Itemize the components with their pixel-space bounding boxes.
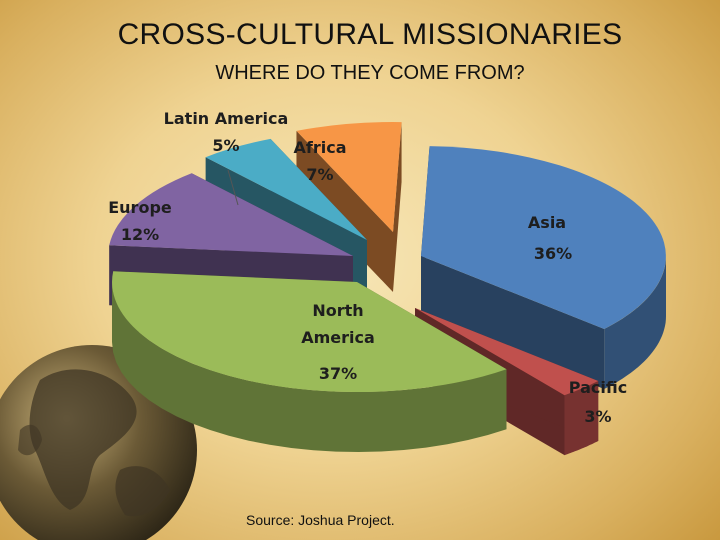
pie-slice-side-pacific [564,381,599,456]
slice-value-label-latin-america: 5% [212,136,239,155]
slice-name-label-north-america-2: America [301,328,375,347]
slice-value-label-europe: 12% [121,225,159,244]
pie-slice-top-africa [296,122,402,232]
slice-name-label-pacific: Pacific [569,378,627,397]
slice-name-label-latin-america: Latin America [164,109,289,128]
slide-title: CROSS-CULTURAL MISSIONARIES [117,18,623,51]
pie-slice-africa [296,122,402,292]
slice-value-label-north-america: 37% [319,364,357,383]
slice-name-label-europe: Europe [108,198,172,217]
slice-name-label-north-america-1: North [312,301,363,320]
pie-slice-north-america [112,271,507,452]
slice-value-label-asia: 36% [534,244,572,263]
slice-value-label-pacific: 3% [584,407,611,426]
pie-slice-top-latin-america [205,138,367,240]
slide-subtitle: WHERE DO THEY COME FROM? [215,62,525,84]
pie-slice-asia [421,146,666,390]
pie-slice-cut-africa [296,130,393,292]
pie-slice-top-pacific [415,308,599,396]
pie-slice-cut-pacific [415,308,599,442]
source-note: Source: Joshua Project. [246,512,395,528]
pie-slice-cut-asia [421,256,605,390]
pie-slice-top-asia [421,146,666,329]
pie-slice-top-europe [109,173,353,256]
slice-name-label-asia: Asia [528,213,566,232]
pie-slice-cut-africa [393,122,402,292]
latin-america-leader-line [227,169,239,206]
pie-slice-side-asia [604,256,666,389]
pie-slice-side-north-america [112,282,507,452]
slice-value-label-africa: 7% [306,165,333,184]
slice-name-label-africa: Africa [294,138,347,157]
pie-slice-top-north-america [112,271,507,393]
